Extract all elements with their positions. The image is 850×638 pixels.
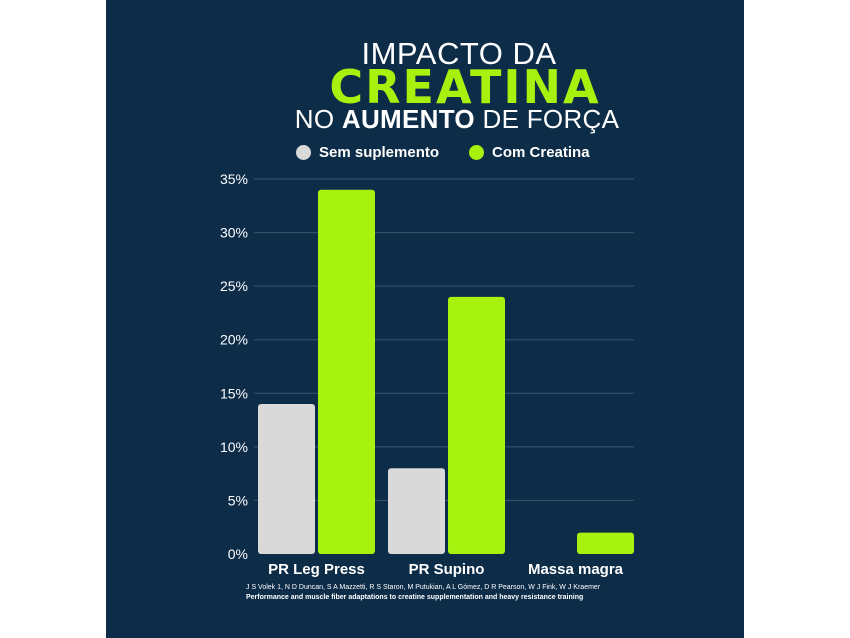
legend-dot-com-creatina: [469, 144, 485, 160]
chart-legend: Sem suplemento Com Creatina: [296, 142, 620, 162]
legend-label-com-creatina: Com Creatina: [492, 143, 590, 161]
reference-title: Performance and muscle fiber adaptations…: [246, 593, 584, 601]
title-line-3-suffix: DE FORÇA: [482, 104, 620, 134]
x-tick-label: PR Leg Press: [268, 561, 365, 578]
y-tick-label: 30%: [220, 225, 248, 241]
y-tick-label: 20%: [220, 332, 248, 348]
references: J S Volek 1, N D Duncan, S A Mazzetti, R…: [246, 583, 706, 602]
y-tick-label: 25%: [220, 278, 248, 294]
legend-item-com-creatina: Com Creatina: [469, 144, 590, 161]
legend-item-sem-suplemento: Sem suplemento: [296, 144, 439, 161]
title-line-1: IMPACTO DA: [361, 36, 557, 71]
bar: [388, 468, 445, 554]
title-line-3-prefix: NO: [294, 104, 335, 134]
bar: [448, 296, 505, 554]
bar: [577, 532, 634, 554]
title-line-3-bold: AUMENTO: [341, 104, 475, 134]
bar: [258, 404, 315, 554]
y-tick-label: 0%: [228, 546, 248, 562]
title-line-3: NO AUMENTO DE FORÇA: [138, 104, 744, 135]
title-line-2: CREATINA: [329, 60, 601, 114]
x-tick-label: Massa magra: [528, 561, 624, 578]
infographic-card: IMPACTO DA CREATINA NO AUMENTO DE FORÇA …: [106, 0, 744, 638]
y-tick-label: 15%: [220, 385, 248, 401]
bar-chart: 0% 5% 10% 15% 20% 25% 30% 35% PR Leg Press PR Sup…: [220, 171, 634, 578]
reference-authors: J S Volek 1, N D Duncan, S A Mazzetti, R…: [246, 584, 601, 591]
bar: [318, 189, 375, 554]
legend-dot-sem-suplemento: [296, 144, 311, 160]
legend-label-sem-suplemento: Sem suplemento: [319, 143, 440, 161]
x-tick-label: PR Supino: [409, 561, 485, 578]
y-tick-label: 10%: [220, 439, 248, 455]
y-tick-label: 35%: [220, 171, 248, 187]
y-tick-label: 5%: [228, 492, 248, 508]
